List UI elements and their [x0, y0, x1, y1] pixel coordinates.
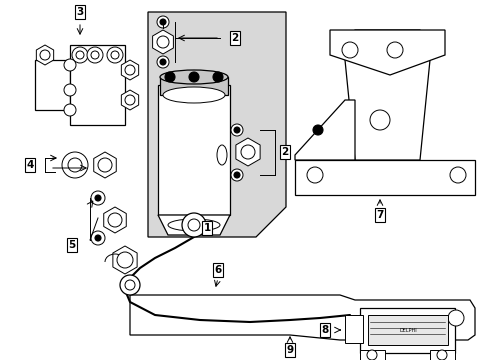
Circle shape	[76, 51, 84, 59]
Circle shape	[189, 72, 199, 82]
Circle shape	[234, 172, 240, 178]
Circle shape	[187, 219, 200, 231]
Circle shape	[157, 16, 169, 28]
Circle shape	[91, 51, 99, 59]
Circle shape	[160, 19, 165, 25]
Polygon shape	[121, 60, 139, 80]
Circle shape	[91, 231, 105, 245]
Circle shape	[64, 59, 76, 71]
Circle shape	[386, 42, 402, 58]
Polygon shape	[36, 45, 54, 65]
Circle shape	[230, 169, 243, 181]
Circle shape	[120, 275, 140, 295]
Circle shape	[341, 42, 357, 58]
Polygon shape	[130, 295, 474, 340]
Circle shape	[160, 59, 165, 65]
Circle shape	[64, 84, 76, 96]
Ellipse shape	[168, 219, 220, 231]
Text: DELPHI: DELPHI	[398, 328, 416, 333]
Text: 7: 7	[376, 210, 383, 220]
Polygon shape	[158, 215, 229, 235]
Circle shape	[157, 56, 169, 68]
Bar	[359, 350, 384, 360]
Circle shape	[447, 310, 463, 326]
Circle shape	[213, 72, 223, 82]
Circle shape	[125, 95, 135, 105]
Circle shape	[117, 252, 133, 268]
Text: 1: 1	[203, 223, 210, 233]
Polygon shape	[294, 100, 354, 160]
Bar	[160, 77, 227, 95]
Circle shape	[366, 350, 376, 360]
Ellipse shape	[217, 145, 226, 165]
Circle shape	[72, 47, 88, 63]
Bar	[367, 315, 447, 345]
Circle shape	[91, 191, 105, 205]
Circle shape	[95, 195, 101, 201]
Polygon shape	[345, 30, 429, 160]
Circle shape	[95, 235, 101, 241]
Circle shape	[369, 110, 389, 130]
Text: 8: 8	[321, 325, 328, 335]
Bar	[359, 308, 454, 353]
Ellipse shape	[163, 87, 224, 103]
Circle shape	[312, 125, 323, 135]
Circle shape	[68, 158, 82, 172]
Circle shape	[62, 152, 88, 178]
Polygon shape	[329, 30, 444, 75]
Text: 4: 4	[26, 160, 34, 170]
Bar	[70, 45, 125, 125]
Text: 9: 9	[286, 345, 293, 355]
Polygon shape	[103, 207, 126, 233]
Circle shape	[98, 158, 112, 172]
Text: 6: 6	[214, 265, 221, 275]
Circle shape	[87, 47, 103, 63]
Circle shape	[230, 124, 243, 136]
Circle shape	[241, 145, 254, 159]
Bar	[345, 315, 362, 343]
Polygon shape	[152, 30, 173, 54]
Circle shape	[164, 72, 175, 82]
Circle shape	[449, 167, 465, 183]
Polygon shape	[235, 138, 260, 166]
Circle shape	[436, 350, 446, 360]
Circle shape	[64, 104, 76, 116]
Ellipse shape	[160, 70, 227, 84]
Circle shape	[157, 36, 169, 48]
Bar	[158, 85, 229, 215]
Circle shape	[40, 50, 50, 60]
Circle shape	[306, 167, 323, 183]
Circle shape	[182, 213, 205, 237]
Text: 2: 2	[231, 33, 238, 43]
Circle shape	[111, 51, 119, 59]
Polygon shape	[294, 160, 474, 195]
Polygon shape	[94, 152, 116, 178]
Polygon shape	[113, 246, 137, 274]
Circle shape	[107, 47, 123, 63]
Polygon shape	[148, 12, 285, 237]
Text: 2: 2	[281, 147, 288, 157]
Bar	[35, 60, 70, 110]
Text: 3: 3	[76, 7, 83, 17]
Circle shape	[234, 127, 240, 133]
Text: 5: 5	[68, 240, 76, 250]
Bar	[429, 350, 454, 360]
Circle shape	[108, 213, 122, 227]
Circle shape	[125, 65, 135, 75]
Circle shape	[125, 280, 135, 290]
Polygon shape	[121, 90, 139, 110]
